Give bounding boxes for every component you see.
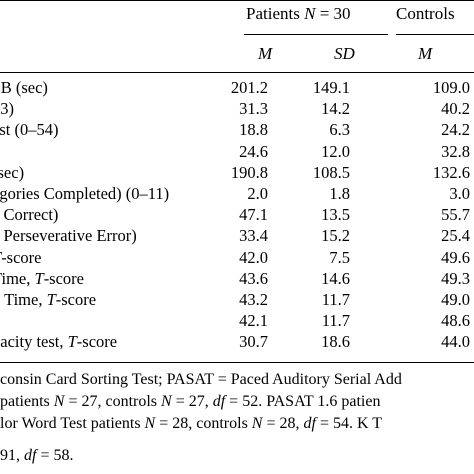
controls-spanner-rule <box>396 34 474 35</box>
footnote-line: lor Word Test patients N = 28, controls … <box>0 415 383 432</box>
cell-m-controls: 49.0 <box>441 290 470 309</box>
col-header-sd-patients: SD <box>334 44 355 63</box>
cell-sd-patients: 1.8 <box>329 184 350 203</box>
cell-m-patients: 18.8 <box>239 120 268 140</box>
table-row: est (0–54) 18.8 6.3 24.2 <box>0 119 474 140</box>
col-header-m-patients: M <box>258 44 273 63</box>
cell-sd-patients: 18.6 <box>321 332 350 352</box>
row-label: 93) <box>0 99 14 119</box>
table-row: )24.612.032.8 <box>0 141 474 162</box>
header-bottom-rule <box>0 72 474 73</box>
cell-sd-patients: 15.2 <box>321 226 350 246</box>
cell-m-patients: 43.2 <box>239 290 268 309</box>
cell-sd-patients: 108.5 <box>312 162 350 182</box>
patients-group-header: Patients N = 30 <box>246 4 351 23</box>
table-row: 42.1 11.7 48.6 <box>0 310 474 331</box>
cell-m-patients: 24.6 <box>239 141 268 161</box>
table-row: 93) 31.3 14.2 40.2 <box>0 98 474 119</box>
patients-spanner-rule <box>244 34 388 35</box>
cell-m-controls: 109.0 <box>432 78 470 97</box>
cell-m-patients: 42.1 <box>239 311 268 331</box>
table-row: e Correct) 47.1 13.5 55.7 <box>0 204 474 225</box>
cell-m-patients: 2.0 <box>247 184 268 203</box>
row-label: pacity test, T-score <box>0 332 118 352</box>
cell-m-controls: 40.2 <box>441 99 470 119</box>
cell-m-controls: 44.0 <box>441 332 470 352</box>
cell-sd-patients: 7.5 <box>329 247 350 267</box>
footnote-line: patients N = 27, controls N = 27, df = 5… <box>0 393 381 410</box>
table-top-rule <box>0 0 474 1</box>
cell-sd-patients: 6.3 <box>329 120 350 140</box>
table-row: pacity test, T-score 30.7 18.6 44.0 <box>0 331 474 352</box>
cell-m-controls: 32.8 <box>441 141 470 161</box>
table-bottom-rule <box>0 362 474 363</box>
cell-m-patients: 190.8 <box>230 162 268 182</box>
cell-sd-patients: 14.2 <box>321 99 350 119</box>
cell-sd-patients: 12.0 <box>321 141 350 161</box>
cell-sd-patients: 149.1 <box>312 78 350 97</box>
col-header-m-controls: M <box>418 44 433 63</box>
cell-sd-patients: 13.5 <box>321 205 350 225</box>
cell-m-patients: 201.2 <box>230 78 268 97</box>
row-label: Time, T-score <box>0 268 84 288</box>
footnote-line: 91, df = 58. <box>0 447 74 464</box>
row-label: est (0–54) <box>0 120 59 140</box>
cell-m-patients: 30.7 <box>239 332 268 352</box>
table-row: (sec) 190.8 108.5 132.6 <box>0 162 474 183</box>
cell-sd-patients: 11.7 <box>321 290 350 309</box>
cell-m-controls: 25.4 <box>441 226 470 246</box>
cell-sd-patients: 14.6 <box>321 268 350 288</box>
row-label: T-score <box>0 247 42 267</box>
row-label: n Time, T-score <box>0 290 97 309</box>
cell-m-patients: 43.6 <box>239 268 268 288</box>
controls-group-header: Controls <box>396 4 455 23</box>
table-row: egories Completed) (0–11) 2.0 1.8 3.0 <box>0 183 474 204</box>
cell-m-controls: 3.0 <box>449 184 470 203</box>
cell-m-controls: 132.6 <box>432 162 470 182</box>
row-label: t B (sec) <box>0 78 48 97</box>
table-row: t B (sec) 201.2 149.1 109.0 <box>0 77 474 98</box>
row-label: e Perseverative Error) <box>0 226 137 246</box>
cell-m-patients: 33.4 <box>239 226 268 246</box>
cell-m-controls: 49.3 <box>441 268 470 288</box>
row-label: e Correct) <box>0 205 59 225</box>
cell-m-controls: 49.6 <box>441 247 470 267</box>
row-label: egories Completed) (0–11) <box>0 184 170 203</box>
cell-sd-patients: 11.7 <box>321 311 350 331</box>
cell-m-controls: 24.2 <box>441 120 470 140</box>
table-row: T-score 42.0 7.5 49.6 <box>0 247 474 268</box>
cell-m-patients: 42.0 <box>239 247 268 267</box>
table-row: Time, T-score 43.6 14.6 49.3 <box>0 268 474 289</box>
table-row: n Time, T-score 43.2 11.7 49.0 <box>0 289 474 310</box>
cell-m-controls: 48.6 <box>441 311 470 331</box>
cell-m-patients: 31.3 <box>239 99 268 119</box>
table-row: e Perseverative Error) 33.4 15.2 25.4 <box>0 225 474 246</box>
cell-m-patients: 47.1 <box>239 205 268 225</box>
cell-m-controls: 55.7 <box>441 205 470 225</box>
row-label: (sec) <box>0 162 25 182</box>
footnote-line: consin Card Sorting Test; PASAT = Paced … <box>0 371 402 388</box>
